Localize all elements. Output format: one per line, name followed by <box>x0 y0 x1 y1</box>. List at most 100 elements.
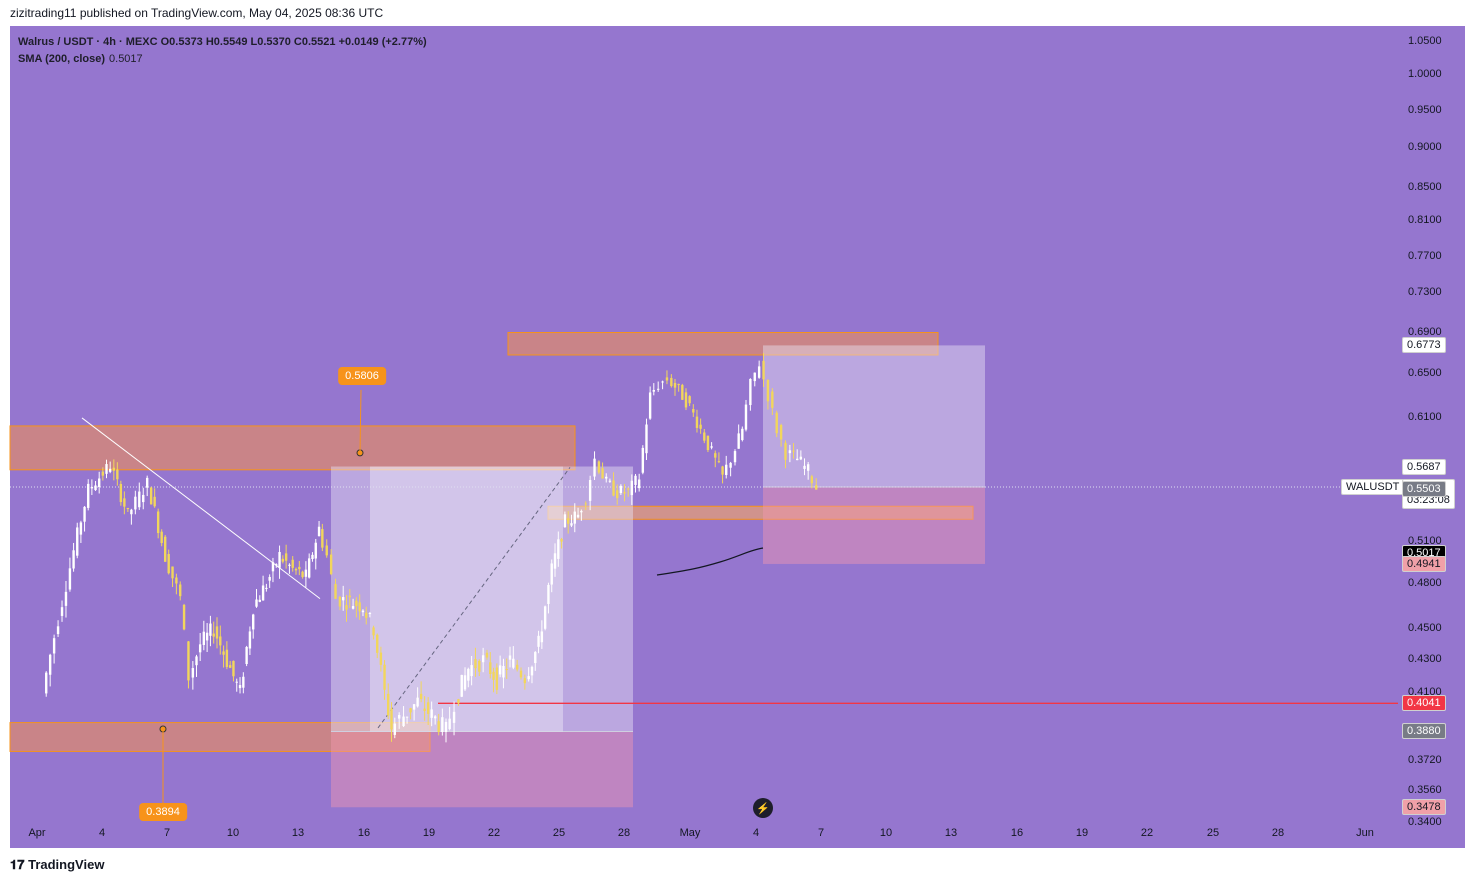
candle-body <box>255 599 258 607</box>
candle-body <box>48 654 52 675</box>
position-target-area <box>331 466 633 732</box>
candle-body <box>412 704 416 710</box>
candle-body <box>261 585 265 601</box>
candle-body <box>665 377 669 381</box>
candle-body <box>470 665 473 677</box>
candle-body <box>325 545 328 556</box>
candle-body <box>502 666 505 678</box>
candle-body <box>492 671 495 680</box>
candle-body <box>619 485 623 494</box>
zone-support <box>9 722 431 752</box>
candle-body <box>530 666 534 676</box>
lightning-icon <box>753 798 773 818</box>
candle-body <box>278 552 281 568</box>
candle-body <box>584 503 587 505</box>
zone-resistance <box>507 332 939 356</box>
price-tick: 0.6900 <box>1408 325 1442 338</box>
candle-body <box>314 542 317 559</box>
candle-body <box>97 478 101 487</box>
candle-body <box>238 685 242 689</box>
sma-legend[interactable]: SMA (200, close) 0.5017 <box>18 51 427 68</box>
candle-body <box>543 606 547 629</box>
candle-body <box>195 656 198 666</box>
candle-body <box>351 606 355 609</box>
candle-body <box>376 634 379 653</box>
date-tick: 7 <box>817 827 825 839</box>
brand-text: TradingView <box>28 857 105 872</box>
candle-body <box>245 646 248 664</box>
candle-body <box>212 633 215 637</box>
candle-body <box>108 468 112 472</box>
candle-body <box>673 382 677 388</box>
candle-body <box>815 485 818 490</box>
projection-line <box>377 467 571 729</box>
price-tick: 0.4300 <box>1408 653 1442 666</box>
candle-body <box>423 708 426 712</box>
trendline <box>81 417 321 600</box>
candle-body <box>519 670 523 678</box>
price-tick: 0.7700 <box>1408 249 1442 262</box>
candle-body <box>744 404 748 430</box>
candle-body <box>508 655 512 660</box>
candle-body <box>145 477 149 488</box>
candle-body <box>397 715 401 719</box>
candle-body <box>580 510 583 513</box>
candle-body <box>252 614 255 630</box>
candle-body <box>437 721 440 732</box>
candle-body <box>573 511 576 524</box>
candle-body <box>570 523 573 526</box>
candle-body <box>409 708 412 713</box>
date-tick: 28 <box>1271 827 1285 839</box>
price-tick: 0.6500 <box>1408 366 1442 379</box>
candle-body <box>130 509 133 515</box>
date-tick: 16 <box>1010 827 1024 839</box>
candle-body <box>593 458 596 477</box>
candle-body <box>301 571 304 578</box>
price-tick: 1.0000 <box>1408 68 1442 81</box>
date-tick: May <box>679 827 701 839</box>
candle-body <box>419 693 423 700</box>
candle-body <box>112 467 116 471</box>
candle-body <box>232 660 235 677</box>
candle-body <box>87 483 90 508</box>
candle-body <box>83 506 86 522</box>
candle-body <box>390 708 393 730</box>
candle-body <box>714 453 717 458</box>
candle-body <box>563 514 567 528</box>
candle-body <box>235 681 238 683</box>
candle-body <box>138 491 141 508</box>
candle-body <box>788 450 792 454</box>
candle-body <box>703 432 706 441</box>
candle-body <box>485 652 489 658</box>
candle-body <box>268 576 271 581</box>
candle-body <box>505 668 508 670</box>
candle-body <box>717 461 721 463</box>
price-tick: 0.4500 <box>1408 621 1442 634</box>
candle-body <box>670 377 673 387</box>
candle-body <box>537 635 540 647</box>
price-annotation[interactable]: 0.5806 <box>338 367 386 385</box>
price-tag: 0.5687 <box>1402 458 1446 475</box>
candle-body <box>329 554 333 575</box>
candle-body <box>661 381 664 383</box>
candle-body <box>637 479 641 489</box>
candle-body <box>215 626 219 639</box>
candle-body <box>626 488 630 490</box>
symbol-line[interactable]: Walrus / USDT · 4h · MEXC O0.5373 H0.554… <box>18 36 427 48</box>
candle-body <box>796 458 799 461</box>
price-tag: 0.5503 <box>1402 481 1446 498</box>
candle-body <box>681 384 684 400</box>
candle-body <box>566 518 570 524</box>
candle-body <box>576 514 580 518</box>
candle-body <box>64 591 68 606</box>
candle-body <box>784 442 787 460</box>
candle-body <box>806 464 810 471</box>
candle-body <box>271 562 275 572</box>
candle-body <box>695 416 699 428</box>
candle-body <box>219 636 222 646</box>
candle-body <box>348 595 351 598</box>
price-annotation[interactable]: 0.3894 <box>139 803 187 821</box>
candle-body <box>605 476 608 479</box>
candle-body <box>498 665 502 675</box>
